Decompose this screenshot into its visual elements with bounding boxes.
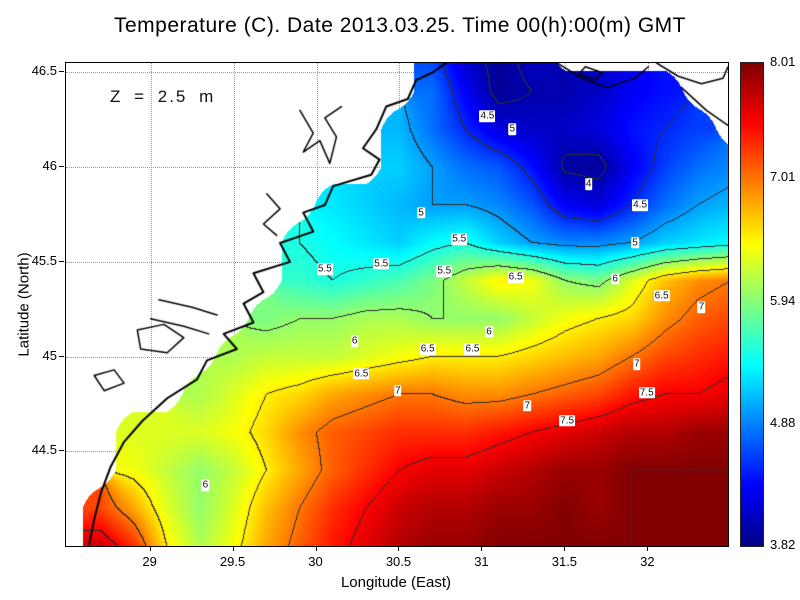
contour-label: 6.5 <box>507 271 524 283</box>
contour-label: 6 <box>485 326 493 338</box>
x-tickmark <box>564 546 566 551</box>
x-tickmark <box>398 546 400 551</box>
y-tickmark <box>59 260 64 262</box>
contour-labels: 4.5 5 4 4.5 5 5 5.5 5.5 5.5 5.5 6.5 6 6.5 7 6 6 6.5 6.5 7 6… <box>66 63 728 546</box>
y-tick-label: 46 <box>42 158 57 174</box>
contour-label: 7 <box>523 400 532 412</box>
y-tick-label: 45.5 <box>31 252 57 268</box>
y-axis-label: Latitude (North) <box>15 252 33 357</box>
contour-label: 6.5 <box>419 343 436 355</box>
colorbar-tick-label: 8.01 <box>770 54 796 69</box>
x-tick-label: 30.5 <box>385 554 412 569</box>
x-tickmark <box>149 546 151 551</box>
contour-label: 7.5 <box>638 386 655 399</box>
contour-label: 5 <box>508 123 517 136</box>
colorbar-tick-label: 7.01 <box>770 169 796 185</box>
colorbar-tick-label: 5.94 <box>770 292 796 308</box>
contour-label: 4 <box>584 178 593 190</box>
contour-label: 7 <box>697 301 706 314</box>
contour-label: 4.5 <box>632 199 649 211</box>
x-tick-label: 29 <box>142 554 157 569</box>
contour-label: 5.5 <box>373 258 390 270</box>
contour-label: 5 <box>631 237 639 249</box>
contour-label: 7 <box>632 358 641 370</box>
plot-area: Z = 2.5 m 4.5 5 4 4.5 5 5 5.5 5.5 5.5 5.5 6.5 6 6.5 7… <box>65 62 729 547</box>
colorbar <box>740 62 764 547</box>
contour-label: 4.5 <box>479 110 496 122</box>
x-tickmark <box>481 546 483 551</box>
contour-label: 6 <box>201 479 210 492</box>
contour-label: 5.5 <box>436 265 453 278</box>
y-tick-label: 44.5 <box>31 442 57 458</box>
contour-label: 7 <box>394 384 402 397</box>
x-axis-label: Longitude (East) <box>340 574 452 591</box>
contour-label: 5.5 <box>451 233 468 245</box>
x-tick-label: 30 <box>308 554 323 569</box>
contour-label: 6.5 <box>653 290 670 302</box>
y-tickmark <box>59 166 64 168</box>
y-tickmark <box>59 450 64 452</box>
contour-label: 6 <box>350 335 359 348</box>
temperature-field-canvas <box>66 63 728 546</box>
y-tickmark <box>59 71 64 73</box>
x-tickmark <box>647 546 649 551</box>
depth-annotation: Z = 2.5 m <box>110 87 216 106</box>
y-tick-label: 45 <box>42 347 57 363</box>
colorbar-tick-label: 3.82 <box>770 537 796 552</box>
contour-label: 6.5 <box>464 343 481 355</box>
contour-label: 6 <box>611 273 619 285</box>
x-tickmark <box>315 546 317 551</box>
x-tickmark <box>232 546 234 551</box>
contour-label: 6.5 <box>353 367 370 380</box>
contour-label: 5 <box>417 206 425 219</box>
x-tick-label: 31.5 <box>551 554 578 569</box>
contour-label: 5.5 <box>316 263 333 276</box>
colorbar-gradient <box>741 63 763 546</box>
contour-label: 7.5 <box>559 415 576 427</box>
y-tick-label: 46.5 <box>31 63 57 79</box>
x-tick-label: 32 <box>640 554 655 569</box>
plot-title: Temperature (C). Date 2013.03.25. Time 0… <box>113 14 687 37</box>
colorbar-tick-label: 4.88 <box>770 414 796 430</box>
y-tickmark <box>59 355 64 357</box>
x-tick-label: 29.5 <box>219 554 246 569</box>
x-tick-label: 31 <box>474 554 489 569</box>
